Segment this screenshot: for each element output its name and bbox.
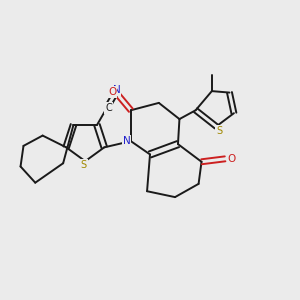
Text: O: O [227,154,236,164]
Text: C: C [105,103,112,113]
Text: O: O [108,87,116,97]
Text: N: N [123,136,130,146]
Text: S: S [81,160,87,170]
Text: S: S [216,126,222,136]
Text: N: N [113,85,121,95]
